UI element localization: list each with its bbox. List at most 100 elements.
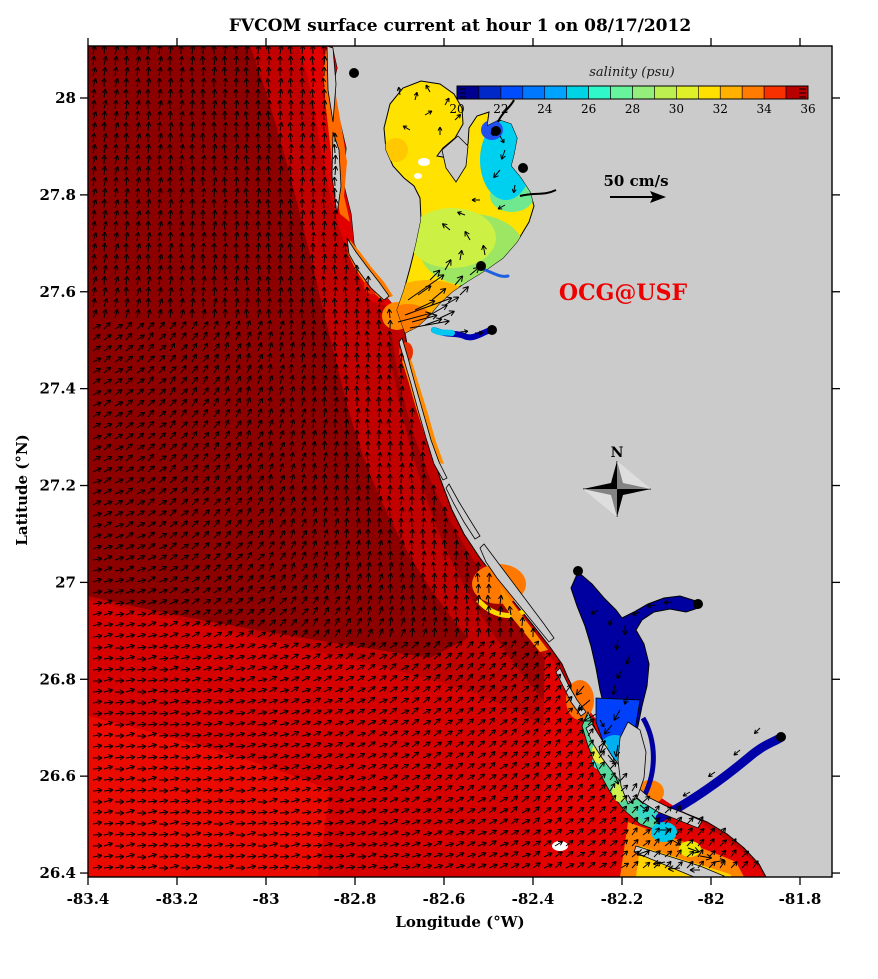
current-arrow (355, 550, 361, 561)
current-arrow (277, 253, 283, 264)
current-arrow (244, 297, 250, 308)
current-arrow (355, 286, 361, 297)
current-arrow (344, 495, 350, 506)
current-arrow (125, 466, 135, 473)
current-arrow (279, 408, 285, 418)
current-arrow (322, 341, 328, 352)
current-arrow (125, 577, 135, 583)
current-arrow (114, 78, 120, 88)
current-arrow (235, 643, 245, 649)
current-arrow (190, 242, 196, 253)
colorbar-segment (719, 85, 743, 100)
current-arrow (101, 198, 107, 209)
current-arrow (267, 396, 273, 407)
current-arrow (355, 517, 361, 528)
current-arrow (309, 55, 316, 66)
current-arrow (212, 99, 218, 110)
current-arrow (202, 554, 211, 561)
current-arrow (387, 484, 393, 495)
current-arrow (158, 321, 166, 330)
current-arrow (200, 66, 207, 77)
current-arrow (244, 176, 250, 187)
current-arrow (279, 618, 287, 627)
current-arrow (200, 99, 206, 110)
current-arrow (376, 484, 383, 495)
current-arrow (113, 176, 119, 187)
current-arrow (321, 110, 327, 121)
current-arrow (398, 374, 405, 385)
station-marker (573, 566, 583, 576)
current-arrow (234, 264, 240, 275)
current-arrow (430, 550, 437, 561)
current-arrow (157, 187, 163, 198)
current-arrow (257, 364, 263, 374)
current-arrow (364, 297, 370, 308)
current-arrow (345, 540, 351, 550)
current-arrow (321, 209, 327, 220)
current-arrow (180, 442, 188, 451)
current-arrow (158, 533, 168, 539)
current-arrow (136, 378, 145, 385)
current-arrow (299, 187, 305, 198)
current-arrow (102, 176, 108, 187)
current-arrow (289, 352, 295, 363)
current-arrow (222, 231, 228, 242)
current-arrow (213, 343, 220, 352)
map-river-hillsborough (497, 99, 515, 123)
current-arrow (102, 66, 108, 77)
current-arrow (532, 640, 540, 649)
current-arrow (386, 495, 392, 506)
current-arrow (92, 633, 103, 639)
current-arrow (387, 407, 393, 418)
current-arrow (332, 165, 339, 176)
current-arrow (278, 341, 284, 352)
current-arrow (257, 496, 263, 506)
current-arrow (224, 530, 232, 539)
current-arrow (125, 565, 135, 572)
current-arrow (288, 220, 294, 231)
current-arrow (268, 485, 274, 495)
current-arrow (92, 309, 98, 319)
current-arrow (146, 198, 152, 209)
current-arrow (156, 154, 163, 165)
current-arrow (158, 398, 166, 407)
current-arrow (114, 276, 120, 286)
current-arrow (92, 645, 103, 651)
current-arrow (268, 518, 274, 528)
colorbar-segment (610, 85, 633, 100)
current-arrow (356, 628, 362, 638)
current-arrow (125, 588, 135, 595)
current-arrow (169, 509, 177, 517)
current-arrow (486, 583, 492, 594)
current-arrow (422, 642, 431, 649)
current-arrow (354, 352, 360, 363)
current-arrow (409, 495, 415, 506)
current-arrow (125, 487, 134, 495)
current-arrow (222, 187, 228, 198)
current-arrow (224, 442, 231, 451)
current-arrow (147, 654, 157, 660)
current-arrow (321, 187, 327, 198)
current-arrow (532, 650, 539, 660)
current-arrow (343, 418, 350, 429)
current-arrow (464, 605, 471, 616)
current-arrow (202, 609, 211, 616)
current-arrow (398, 484, 404, 495)
current-arrow (289, 451, 295, 462)
current-arrow (136, 287, 142, 297)
current-arrow (464, 627, 470, 638)
current-arrow (167, 176, 173, 187)
current-arrow (92, 155, 98, 165)
current-arrow (443, 594, 449, 605)
current-arrow (321, 99, 328, 110)
current-arrow (486, 616, 492, 627)
current-arrow (268, 507, 274, 517)
current-arrow (167, 99, 173, 110)
current-arrow (408, 418, 415, 429)
current-arrow (169, 443, 178, 451)
current-arrow (103, 533, 113, 539)
current-arrow (145, 286, 152, 297)
x-tick-label: -82.4 (512, 890, 555, 908)
current-arrow (265, 121, 271, 132)
current-arrow (364, 451, 370, 462)
